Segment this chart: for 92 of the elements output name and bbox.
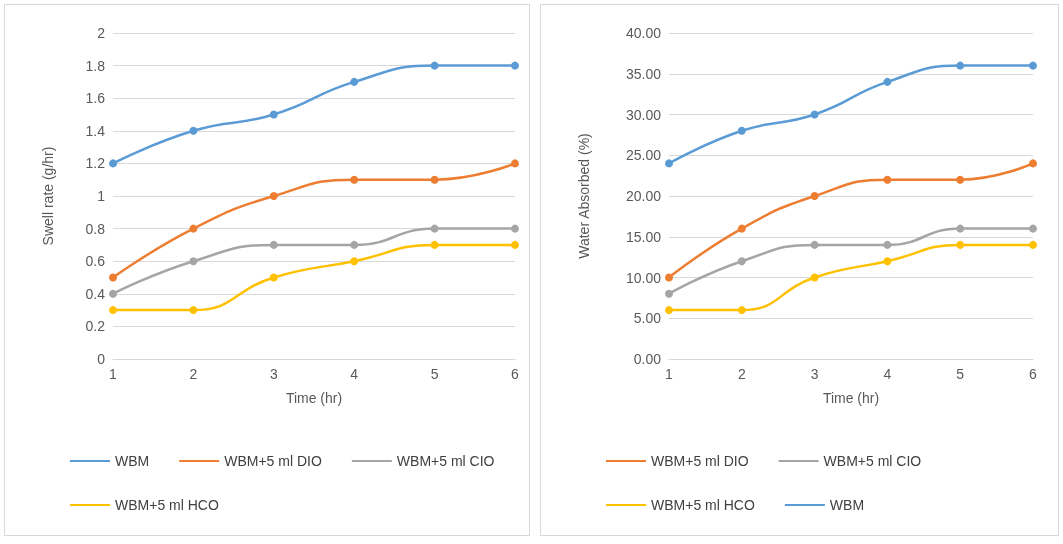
- point: [883, 175, 892, 184]
- y-tick-label: 0.2: [85, 318, 106, 335]
- point: [511, 224, 519, 233]
- point: [269, 273, 278, 282]
- legend-label: WBM+5 ml DIO: [224, 453, 322, 469]
- point: [350, 77, 359, 86]
- y-tick-label: 0: [97, 351, 106, 367]
- point: [350, 240, 359, 249]
- y-tick-label: 0.8: [85, 220, 106, 237]
- point: [1029, 240, 1037, 249]
- point: [1029, 61, 1037, 70]
- point: [737, 257, 746, 266]
- y-tick-label: 0.00: [633, 351, 662, 367]
- point: [883, 77, 892, 86]
- point: [956, 240, 965, 249]
- point: [511, 159, 519, 168]
- legend-label: WBM: [829, 497, 865, 513]
- point: [737, 224, 746, 233]
- point: [430, 61, 439, 70]
- x-tick-label: 2: [189, 366, 198, 382]
- y-axis-title: Swell rate (g/hr): [40, 146, 56, 246]
- point: [810, 110, 819, 119]
- y-axis-title: Water Absorbed (%): [576, 133, 592, 259]
- x-tick-label: 4: [883, 366, 892, 382]
- point: [189, 126, 198, 135]
- x-tick-label: 2: [737, 366, 746, 382]
- point: [430, 224, 439, 233]
- legend-label: WBM+5 ml HCO: [651, 497, 755, 513]
- point: [665, 306, 673, 315]
- y-tick-label: 30.00: [625, 106, 662, 123]
- point: [189, 224, 198, 233]
- point: [269, 192, 278, 200]
- x-tick-label: 3: [269, 366, 278, 382]
- y-tick-label: 1.4: [85, 122, 106, 139]
- x-tick-label: 6: [1029, 366, 1038, 382]
- x-tick-label: 5: [956, 366, 965, 382]
- point: [269, 240, 278, 249]
- x-tick-label: 5: [430, 366, 439, 382]
- point: [810, 240, 819, 249]
- x-axis-title: Time (hr): [822, 390, 880, 406]
- point: [189, 306, 198, 315]
- legend-label: WBM: [115, 453, 150, 469]
- x-tick-label: 1: [665, 366, 674, 382]
- point: [109, 289, 117, 298]
- y-tick-label: 25.00: [625, 147, 662, 164]
- y-tick-label: 20.00: [625, 188, 662, 204]
- point: [956, 175, 965, 184]
- y-tick-label: 1.8: [85, 57, 106, 74]
- legend-label: WBM+5 ml CIO: [823, 453, 922, 469]
- y-tick-label: 0.4: [85, 285, 106, 302]
- y-tick-label: 10.00: [625, 269, 662, 286]
- point: [430, 175, 439, 184]
- point: [1029, 159, 1037, 168]
- x-tick-label: 3: [810, 366, 819, 382]
- point: [109, 159, 117, 168]
- legend-label: WBM+5 ml DIO: [651, 453, 749, 469]
- point: [350, 175, 359, 184]
- point: [269, 110, 278, 119]
- point: [665, 289, 673, 298]
- point: [956, 61, 965, 70]
- point: [737, 306, 746, 315]
- y-tick-label: 0.6: [85, 253, 106, 270]
- legend-label: WBM+5 ml CIO: [396, 453, 495, 469]
- y-tick-label: 1.2: [85, 155, 106, 172]
- legend-label: WBM+5 ml HCO: [115, 497, 219, 513]
- x-tick-label: 1: [109, 366, 118, 382]
- x-axis-title: Time (hr): [285, 390, 343, 406]
- point: [883, 257, 892, 266]
- y-tick-label: 5.00: [633, 310, 662, 327]
- y-tick-label: 35.00: [625, 65, 662, 82]
- point: [511, 240, 519, 249]
- point: [350, 257, 359, 266]
- point: [109, 273, 117, 282]
- y-tick-label: 1.6: [85, 90, 106, 107]
- point: [1029, 224, 1037, 233]
- point: [810, 273, 819, 282]
- point: [665, 273, 673, 282]
- y-tick-label: 2: [97, 25, 106, 41]
- point: [511, 61, 519, 70]
- point: [810, 192, 819, 200]
- point: [665, 159, 673, 168]
- y-tick-label: 40.00: [625, 25, 662, 41]
- x-tick-label: 6: [511, 366, 520, 382]
- point: [430, 240, 439, 249]
- y-tick-label: 1: [97, 188, 106, 204]
- point: [883, 240, 892, 249]
- x-tick-label: 4: [350, 366, 359, 382]
- y-tick-label: 15.00: [625, 228, 662, 245]
- point: [109, 306, 117, 315]
- point: [189, 257, 198, 266]
- point: [737, 126, 746, 135]
- point: [956, 224, 965, 233]
